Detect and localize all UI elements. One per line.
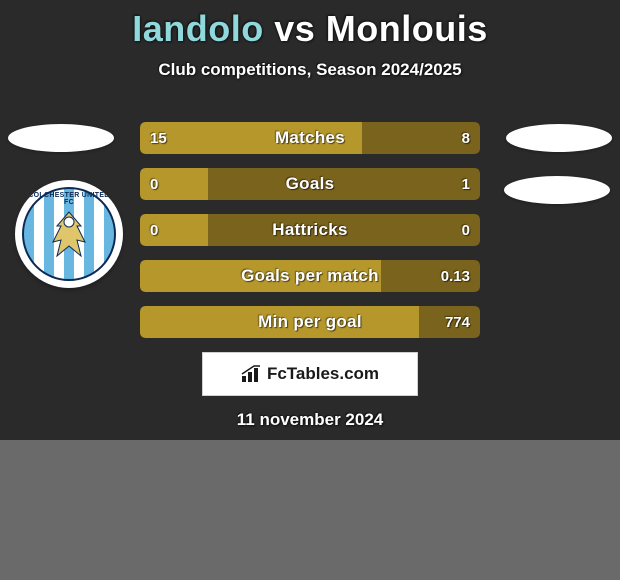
- stat-row: 774Min per goal: [140, 306, 480, 338]
- stat-label: Goals per match: [140, 260, 480, 292]
- eagle-icon: [39, 204, 99, 264]
- stat-label: Matches: [140, 122, 480, 154]
- comparison-bars: 158Matches 01Goals 00Hattricks 0.13Goals pe…: [140, 122, 480, 352]
- page-title: Iandolo vs Monlouis: [0, 0, 620, 50]
- stat-label: Hattricks: [140, 214, 480, 246]
- brand-text: FcTables.com: [267, 364, 379, 384]
- stat-label: Min per goal: [140, 306, 480, 338]
- stat-row: 00Hattricks: [140, 214, 480, 246]
- club-badge-inner: COLCHESTER UNITED FC: [22, 187, 116, 281]
- subtitle: Club competitions, Season 2024/2025: [0, 60, 620, 80]
- stat-row: 01Goals: [140, 168, 480, 200]
- title-player2: Monlouis: [326, 8, 488, 49]
- stat-row: 0.13Goals per match: [140, 260, 480, 292]
- player1-club-badge: COLCHESTER UNITED FC: [15, 180, 123, 288]
- stat-row: 158Matches: [140, 122, 480, 154]
- stat-label: Goals: [140, 168, 480, 200]
- player2-name-ellipse: [506, 124, 612, 152]
- bar-chart-icon: [241, 365, 263, 383]
- title-player1: Iandolo: [132, 8, 264, 49]
- player2-club-ellipse: [504, 176, 610, 204]
- content-root: Iandolo vs Monlouis Club competitions, S…: [0, 0, 620, 580]
- title-vs: vs: [274, 8, 315, 49]
- date-text: 11 november 2024: [0, 410, 620, 430]
- player1-name-ellipse: [8, 124, 114, 152]
- club-badge-text: COLCHESTER UNITED FC: [24, 192, 114, 206]
- brand-box[interactable]: FcTables.com: [202, 352, 418, 396]
